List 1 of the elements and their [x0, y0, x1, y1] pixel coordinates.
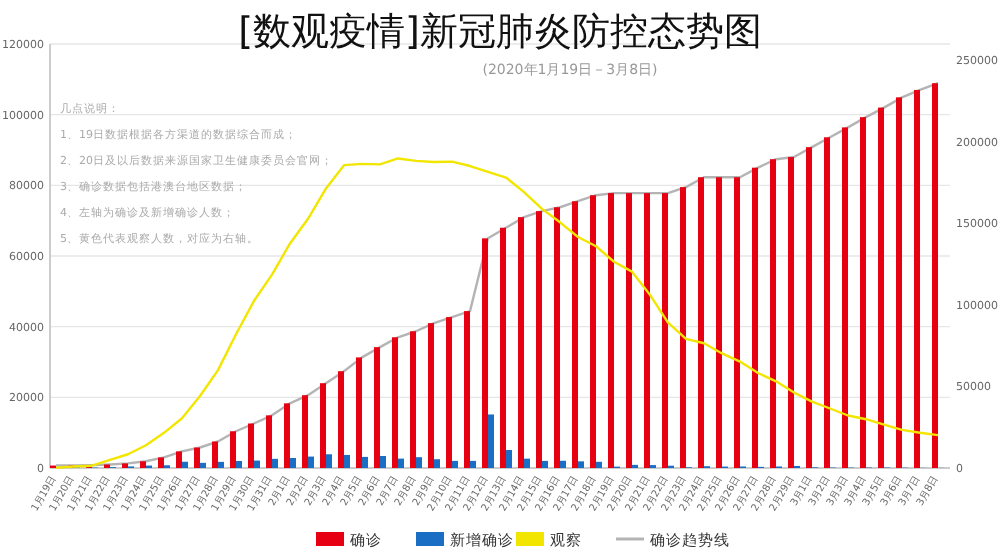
chart-title: [数观疫情]新冠肺炎防控态势图: [238, 10, 762, 54]
